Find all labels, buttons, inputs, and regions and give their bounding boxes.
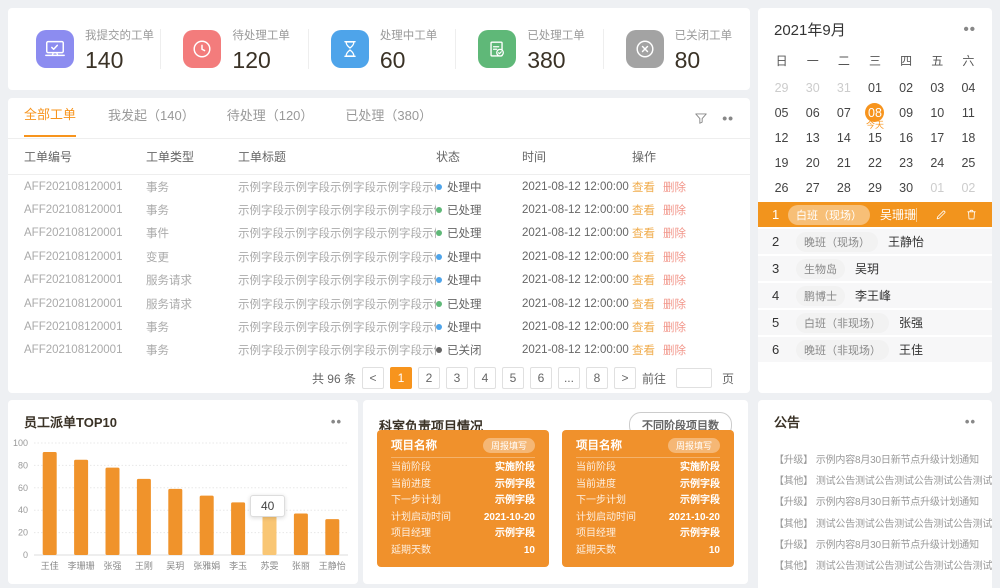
svg-text:李玉: 李玉 [229, 560, 247, 571]
svg-text:苏雯: 苏雯 [260, 560, 278, 571]
svg-text:吴玥: 吴玥 [166, 561, 184, 571]
svg-text:张丽: 张丽 [292, 561, 310, 571]
svg-text:李珊珊: 李珊珊 [68, 560, 95, 571]
svg-text:100: 100 [13, 438, 28, 448]
svg-text:80: 80 [18, 460, 28, 470]
svg-text:60: 60 [18, 483, 28, 493]
svg-text:张雅娟: 张雅娟 [193, 560, 220, 571]
svg-text:王静怡: 王静怡 [319, 560, 346, 571]
svg-text:王刚: 王刚 [135, 561, 153, 571]
svg-text:20: 20 [18, 528, 28, 538]
svg-text:40: 40 [18, 505, 28, 515]
svg-text:0: 0 [23, 550, 28, 560]
svg-text:张强: 张强 [103, 561, 121, 571]
svg-text:王佳: 王佳 [41, 560, 59, 571]
